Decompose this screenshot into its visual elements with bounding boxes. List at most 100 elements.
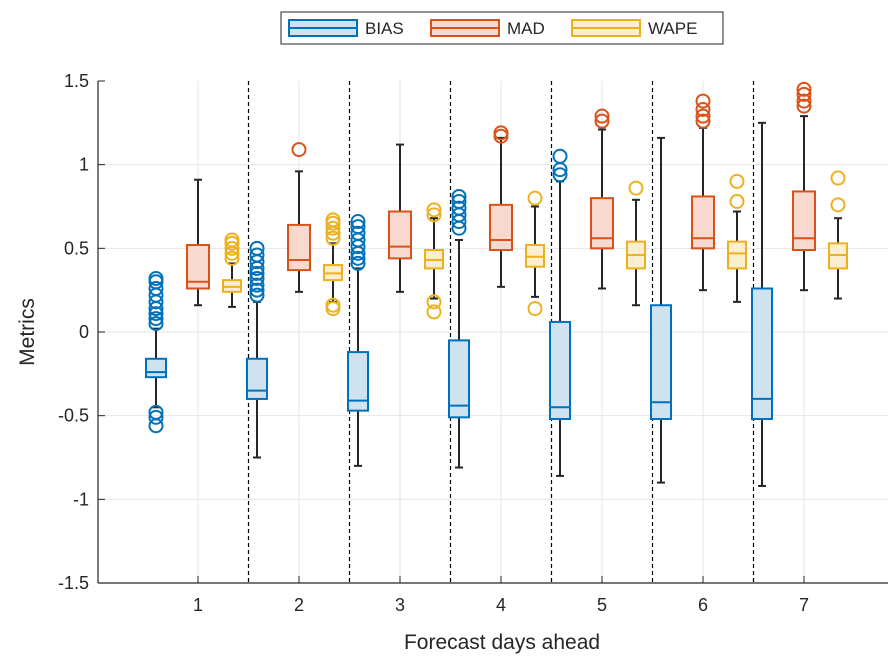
outlier-point — [325, 230, 341, 246]
outlier-point — [148, 409, 164, 425]
y-tick-label: -0.5 — [58, 406, 89, 426]
box-mad-day-1 — [186, 178, 210, 307]
outlier-point — [426, 207, 442, 223]
outlier-point — [695, 101, 711, 117]
box-bias-day-5 — [549, 148, 571, 477]
outlier-point — [552, 148, 568, 164]
legend-item-mad[interactable]: MAD — [430, 19, 545, 38]
box-wape-day-7 — [828, 170, 848, 300]
outlier-point — [628, 180, 644, 196]
box-mad-day-3 — [388, 143, 412, 293]
outlier-point — [729, 173, 745, 189]
outlier-point — [426, 304, 442, 320]
outlier-point — [796, 86, 812, 102]
series-bias — [145, 121, 773, 487]
outlier-point — [249, 287, 265, 303]
outlier-point — [350, 225, 366, 241]
x-tick-label: 3 — [395, 595, 405, 615]
y-tick-label: -1.5 — [58, 573, 89, 593]
box-iqr — [489, 203, 513, 252]
outlier-point — [148, 418, 164, 434]
y-tick-label: 0 — [79, 322, 89, 342]
box-iqr — [186, 243, 210, 290]
outlier-point — [552, 167, 568, 183]
outlier-point — [325, 297, 341, 313]
outlier-point — [426, 294, 442, 310]
outlier-point — [291, 142, 307, 158]
outlier-point — [830, 170, 846, 186]
outlier-point — [695, 108, 711, 124]
box-iqr — [549, 320, 571, 421]
outlier-point — [224, 250, 240, 266]
box-iqr — [145, 357, 167, 379]
box-iqr — [347, 351, 369, 412]
box-iqr — [792, 190, 816, 252]
box-wape-day-6 — [727, 173, 747, 303]
outlier-point — [350, 219, 366, 235]
box-iqr — [691, 195, 715, 250]
box-iqr — [287, 223, 311, 272]
box-bias-day-1 — [145, 270, 167, 434]
outlier-point — [350, 214, 366, 230]
y-tick-label: 1.5 — [64, 71, 89, 91]
outlier-point — [249, 240, 265, 256]
box-iqr — [751, 287, 773, 421]
legend-item-bias[interactable]: BIAS — [288, 19, 404, 38]
outlier-point — [594, 113, 610, 129]
box-iqr — [590, 197, 614, 250]
box-mad-day-5 — [590, 108, 614, 290]
box-bias-day-7 — [751, 121, 773, 487]
outlier-point — [249, 277, 265, 293]
series-wape — [222, 170, 848, 320]
outlier-point — [594, 108, 610, 124]
outlier-point — [325, 212, 341, 228]
axes — [97, 80, 888, 584]
outlier-point — [695, 113, 711, 129]
series-mad — [186, 81, 816, 307]
x-tick-label: 5 — [597, 595, 607, 615]
outlier-point — [224, 240, 240, 256]
legend-label: WAPE — [648, 19, 697, 38]
outlier-point — [729, 193, 745, 209]
box-mad-day-7 — [792, 81, 816, 292]
box-wape-day-2 — [323, 212, 343, 317]
box-wape-day-5 — [626, 180, 646, 307]
x-tick-label: 1 — [193, 595, 203, 615]
outlier-point — [350, 250, 366, 266]
outlier-point — [249, 270, 265, 286]
x-tick-label: 7 — [799, 595, 809, 615]
legend-label: MAD — [507, 19, 545, 38]
box-series — [145, 81, 848, 487]
x-axis-label: Forecast days ahead — [404, 631, 600, 654]
legend-item-wape[interactable]: WAPE — [571, 19, 697, 38]
box-wape-day-4 — [525, 190, 545, 317]
legend[interactable]: BIAS MAD WAPE — [280, 11, 724, 45]
y-axis-label: Metrics — [16, 298, 39, 366]
x-tick-label: 2 — [294, 595, 304, 615]
outlier-point — [426, 202, 442, 218]
outlier-point — [325, 220, 341, 236]
x-tick-labels: 1 2 3 4 5 6 7 — [193, 595, 809, 615]
y-tick-label: -1 — [73, 489, 89, 509]
outlier-point — [527, 301, 543, 317]
box-mad-day-2 — [287, 142, 311, 293]
box-wape-day-1 — [222, 232, 242, 308]
box-iqr — [727, 240, 747, 270]
outlier-point — [148, 280, 164, 296]
outlier-point — [796, 93, 812, 109]
box-iqr — [246, 357, 268, 400]
box-bias-day-3 — [347, 214, 369, 467]
box-mad-day-6 — [691, 93, 715, 292]
box-iqr — [448, 339, 470, 419]
outlier-point — [796, 81, 812, 97]
x-tick-label: 4 — [496, 595, 506, 615]
box-bias-day-4 — [448, 188, 470, 469]
outlier-point — [527, 190, 543, 206]
box-bias-day-6 — [650, 136, 672, 484]
outlier-point — [350, 255, 366, 271]
outlier-point — [796, 98, 812, 114]
outlier-point — [148, 270, 164, 286]
outlier-point — [148, 311, 164, 327]
outlier-point — [695, 93, 711, 109]
